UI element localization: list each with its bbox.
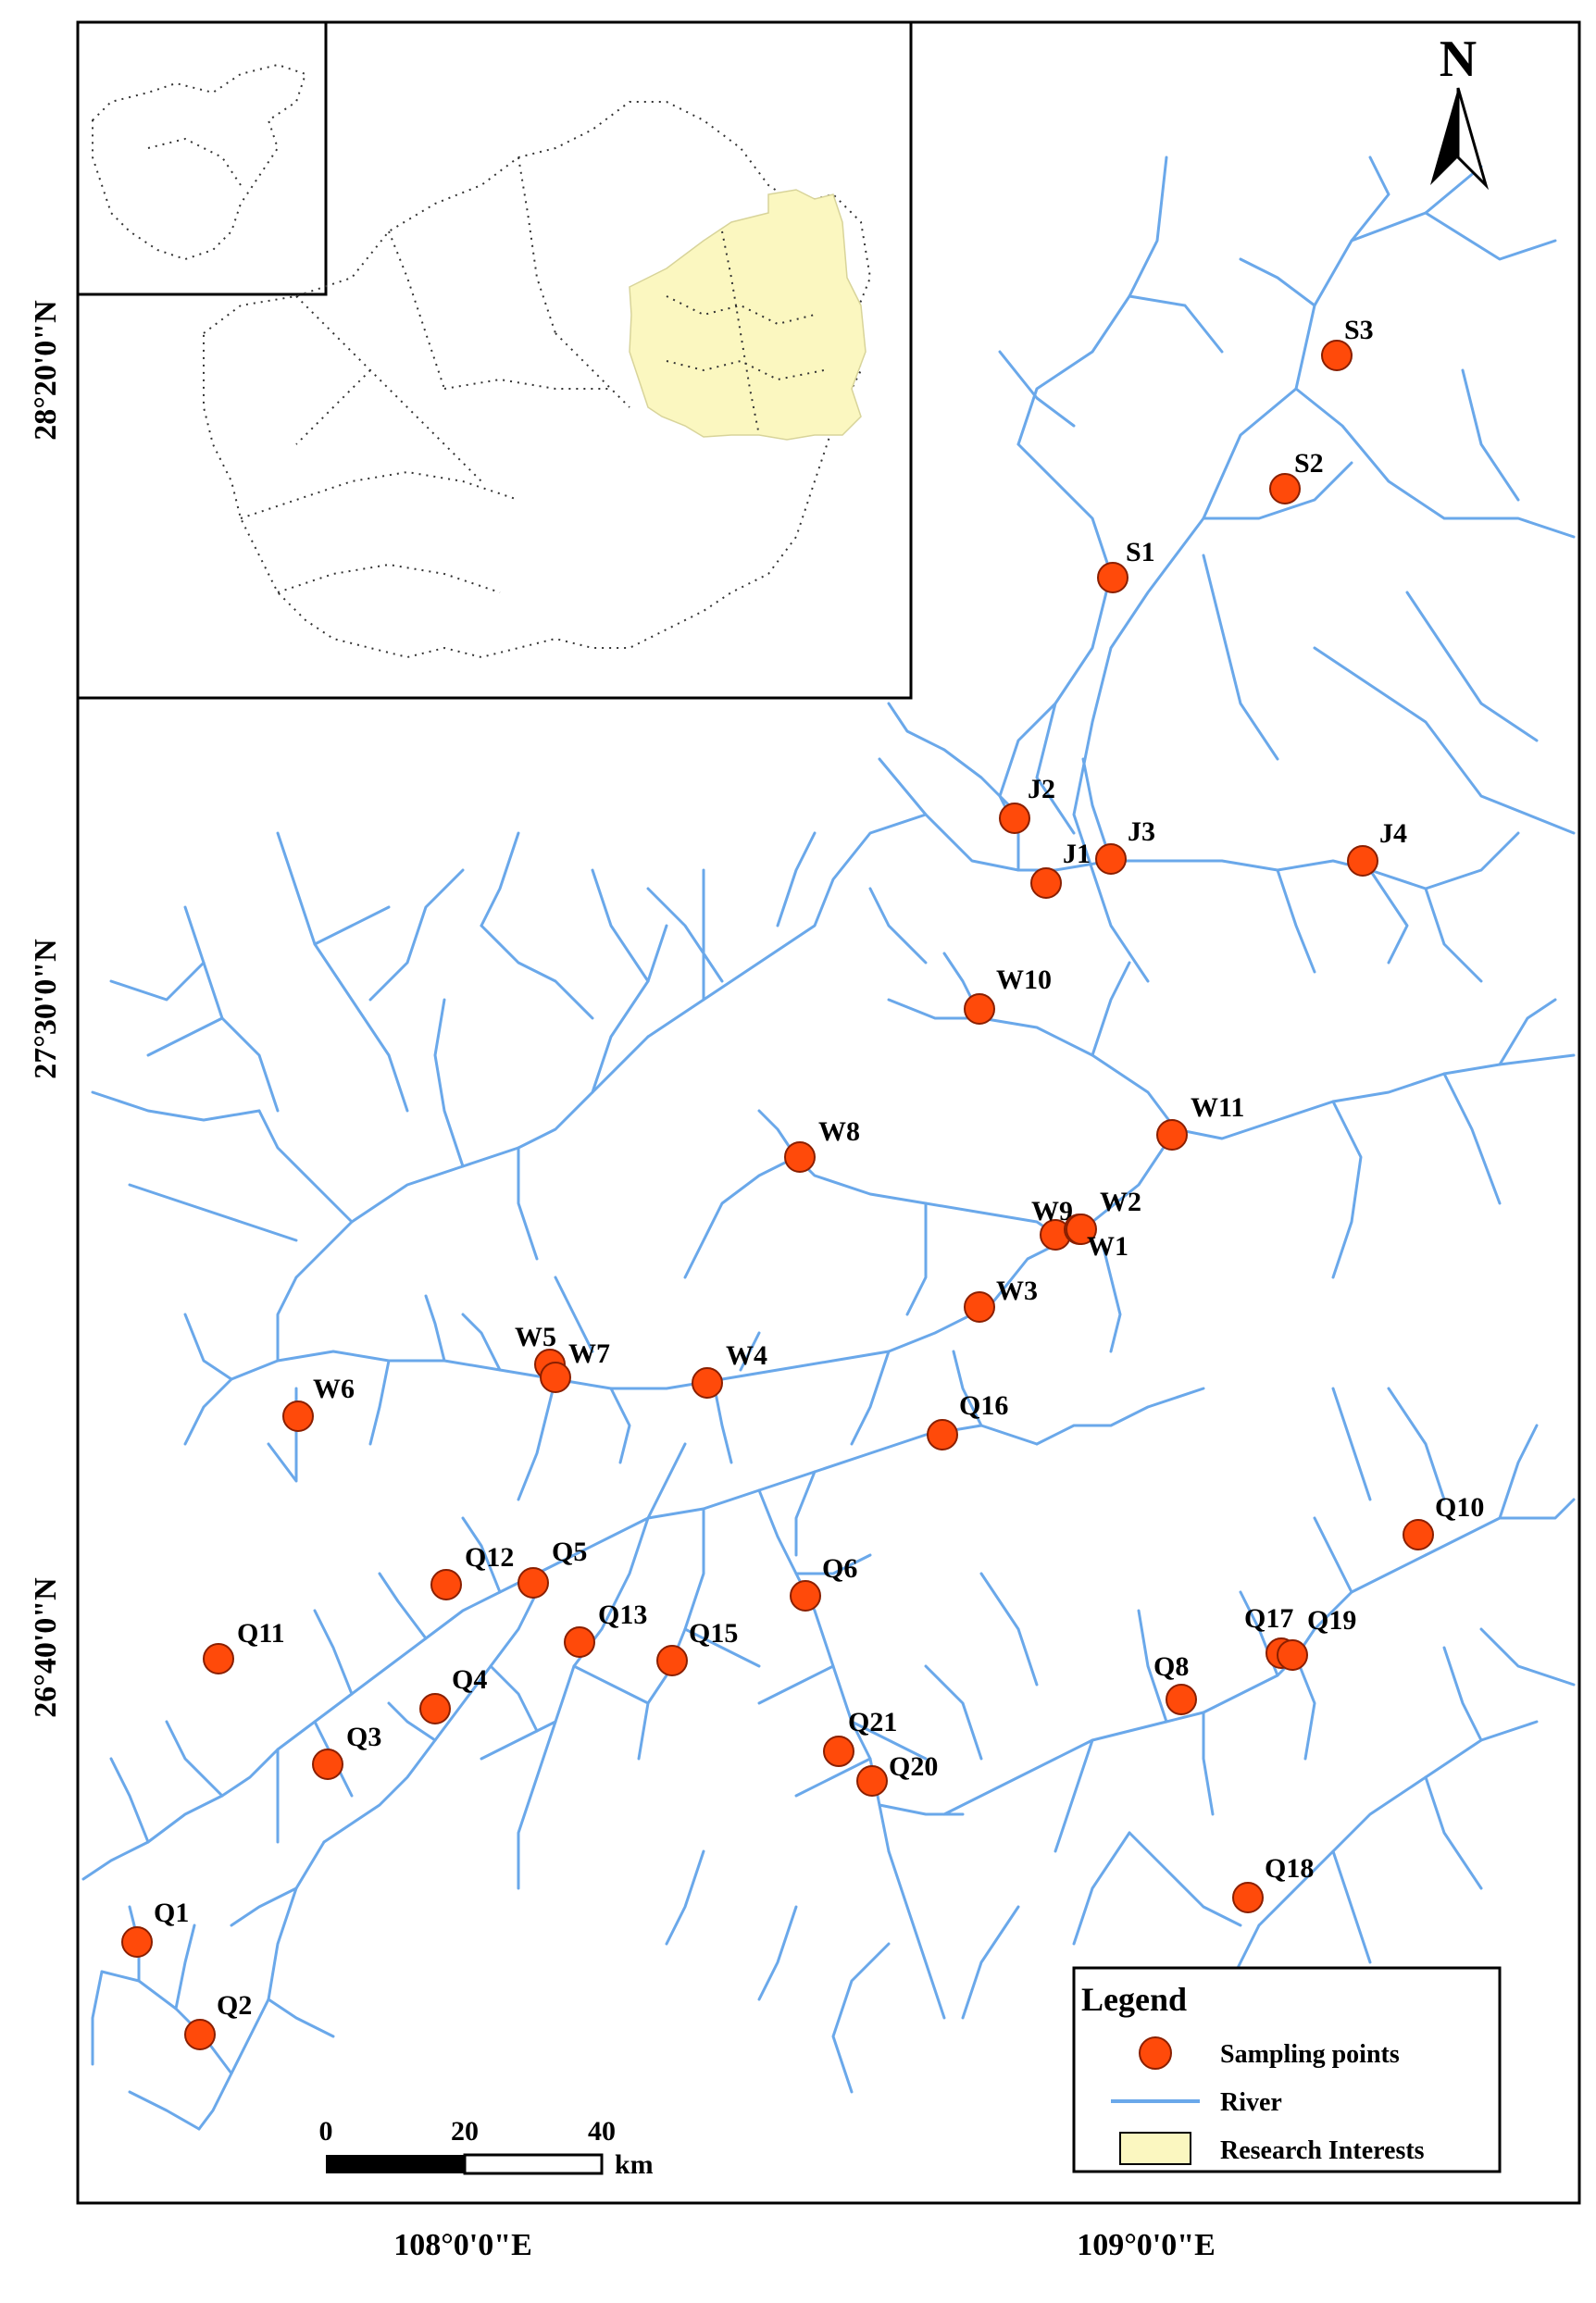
province-outline	[203, 101, 872, 659]
sampling-point-label-q12: Q12	[465, 1542, 514, 1573]
lat-label-2: 27°30'0"N	[29, 939, 63, 1079]
sampling-point-label-q1: Q1	[154, 1898, 189, 1928]
sampling-point-q18	[1232, 1882, 1264, 1913]
legend-area-symbol	[1119, 2132, 1191, 2165]
sampling-point-label-q13: Q13	[598, 1600, 647, 1630]
sampling-point-label-w8: W8	[818, 1116, 860, 1147]
sampling-point-label-w11: W11	[1191, 1092, 1244, 1123]
sampling-point-w1	[1066, 1214, 1097, 1245]
sampling-point-label-w2: W2	[1100, 1187, 1141, 1217]
sampling-point-label-j4: J4	[1379, 818, 1407, 849]
scale-tick-20: 20	[451, 2116, 479, 2147]
sampling-point-label-q21: Q21	[848, 1707, 897, 1737]
legend-label-river: River	[1220, 2088, 1282, 2117]
legend-point-symbol	[1139, 2036, 1172, 2070]
sampling-point-q6	[790, 1580, 821, 1612]
north-arrow-icon: N	[1430, 31, 1490, 191]
sampling-point-label-q20: Q20	[889, 1751, 938, 1782]
sampling-point-label-w10: W10	[996, 965, 1052, 995]
sampling-point-w4	[692, 1367, 723, 1399]
sampling-point-w7	[540, 1362, 571, 1393]
lat-label-1: 28°20'0"N	[29, 300, 63, 441]
sampling-point-q12	[430, 1569, 462, 1600]
sampling-point-label-w6: W6	[313, 1374, 355, 1404]
sampling-point-label-q16: Q16	[959, 1390, 1008, 1421]
sampling-point-label-w4: W4	[726, 1340, 767, 1371]
sampling-point-j4	[1347, 845, 1378, 877]
river-network	[81, 156, 1576, 2131]
sampling-point-q21	[823, 1736, 854, 1767]
country-outline	[92, 63, 307, 261]
sampling-point-label-q5: Q5	[552, 1537, 587, 1567]
lon-label-2: 109°0'0"E	[1077, 2228, 1216, 2262]
scale-bar: 0 20 40 km	[319, 2116, 654, 2180]
legend-label-points: Sampling points	[1220, 2040, 1400, 2069]
sampling-point-label-w3: W3	[996, 1276, 1038, 1306]
sampling-point-label-q2: Q2	[217, 1990, 252, 2021]
sampling-point-label-q3: Q3	[346, 1722, 381, 1752]
sampling-point-j2	[999, 803, 1030, 834]
sampling-point-w8	[784, 1141, 816, 1173]
sampling-point-label-q8: Q8	[1153, 1651, 1189, 1682]
sampling-point-label-q19: Q19	[1307, 1605, 1356, 1636]
sampling-point-label-s1: S1	[1126, 537, 1155, 567]
sampling-point-q13	[564, 1626, 595, 1658]
sampling-point-label-w5: W5	[515, 1322, 556, 1352]
sampling-point-label-j2: J2	[1028, 774, 1055, 804]
sampling-point-w6	[282, 1400, 314, 1432]
legend-frame	[1072, 1966, 1502, 2173]
sampling-point-s2	[1269, 473, 1301, 504]
scale-white-segment	[463, 2153, 604, 2175]
sampling-point-label-q11: Q11	[237, 1618, 285, 1649]
sampling-point-label-q18: Q18	[1265, 1853, 1314, 1884]
legend: Legend Sampling points River Research In…	[1072, 1966, 1502, 2173]
research-area	[629, 189, 867, 441]
sampling-point-label-q10: Q10	[1435, 1492, 1484, 1523]
scale-black-segment	[326, 2155, 465, 2173]
sampling-point-q2	[184, 2019, 216, 2050]
sampling-point-label-j1: J1	[1063, 839, 1091, 869]
sampling-point-q19	[1277, 1639, 1308, 1671]
sampling-point-label-q17: Q17	[1244, 1603, 1293, 1634]
scale-unit: km	[615, 2149, 654, 2180]
sampling-point-j1	[1030, 867, 1062, 899]
sampling-point-label-q6: Q6	[822, 1553, 857, 1584]
sampling-point-q3	[312, 1749, 343, 1780]
sampling-point-q4	[419, 1693, 451, 1724]
sampling-point-j3	[1095, 843, 1127, 875]
legend-label-research: Research Interests	[1220, 2136, 1425, 2165]
sampling-point-q20	[856, 1765, 888, 1797]
north-arrow-label: N	[1440, 31, 1477, 88]
sampling-point-label-s3: S3	[1344, 315, 1374, 345]
sampling-point-s3	[1321, 340, 1353, 371]
sampling-point-label-w1: W1	[1087, 1231, 1128, 1262]
sampling-point-label-w7: W7	[568, 1338, 610, 1369]
sampling-point-q8	[1166, 1684, 1197, 1715]
sampling-point-q15	[656, 1645, 688, 1676]
sampling-point-q1	[121, 1926, 153, 1958]
sampling-point-w10	[964, 993, 995, 1025]
inset-overview-frame	[76, 20, 328, 296]
scale-tick-0: 0	[319, 2116, 333, 2147]
sampling-point-label-j3: J3	[1128, 816, 1155, 847]
sampling-point-w3	[964, 1291, 995, 1323]
legend-title: Legend	[1081, 1981, 1187, 2018]
inset-map	[76, 20, 913, 700]
lon-label-1: 108°0'0"E	[393, 2228, 532, 2262]
sampling-point-w11	[1156, 1119, 1188, 1151]
sampling-point-q11	[203, 1643, 234, 1674]
sampling-point-q5	[517, 1567, 549, 1599]
sampling-point-label-s2: S2	[1294, 448, 1324, 479]
sampling-point-label-q4: Q4	[452, 1664, 487, 1695]
sampling-point-s1	[1097, 562, 1128, 593]
sampling-point-q16	[927, 1419, 958, 1450]
sampling-point-label-q15: Q15	[689, 1618, 738, 1649]
sampling-point-q10	[1403, 1519, 1434, 1550]
scale-tick-40: 40	[588, 2116, 616, 2147]
lat-label-3: 26°40'0"N	[29, 1577, 63, 1718]
